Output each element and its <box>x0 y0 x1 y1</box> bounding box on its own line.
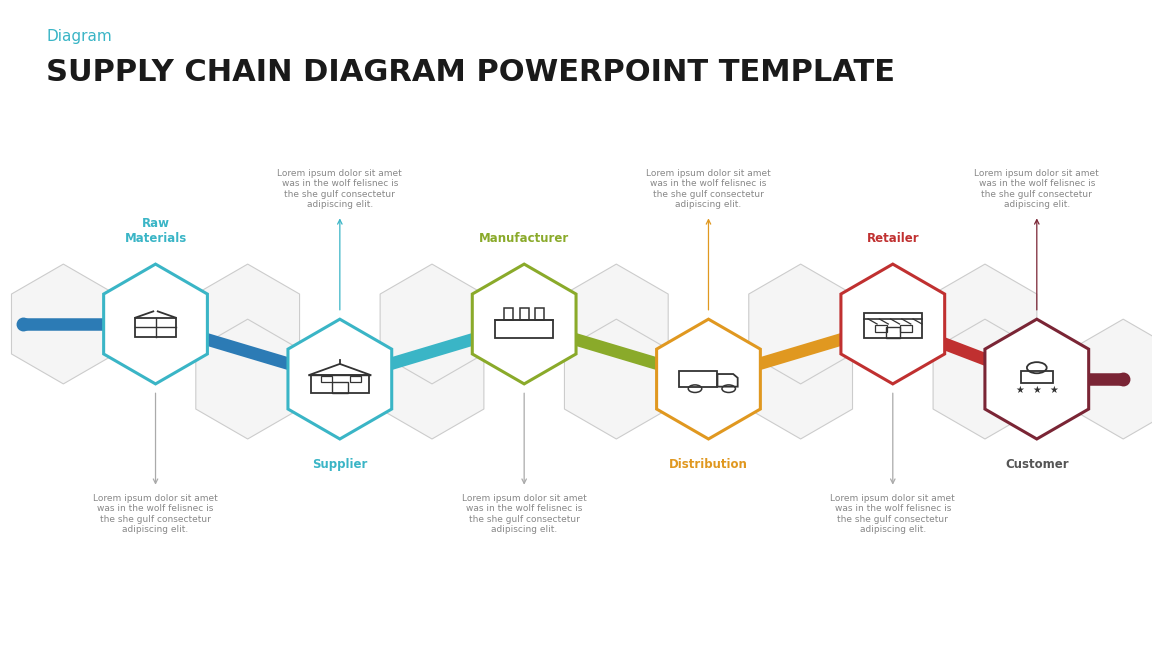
Bar <box>864 312 922 338</box>
Text: SUPPLY CHAIN DIAGRAM POWERPOINT TEMPLATE: SUPPLY CHAIN DIAGRAM POWERPOINT TEMPLATE <box>46 58 895 87</box>
Text: Manufacturer: Manufacturer <box>479 231 569 245</box>
Text: Supplier: Supplier <box>312 458 367 472</box>
Text: Lorem ipsum dolor sit amet
was in the wolf felisnec is
the she gulf consectetur
: Lorem ipsum dolor sit amet was in the wo… <box>975 169 1099 209</box>
Polygon shape <box>380 319 484 439</box>
Polygon shape <box>564 319 668 439</box>
Text: Retailer: Retailer <box>866 231 919 245</box>
Polygon shape <box>288 319 392 439</box>
Bar <box>874 325 887 332</box>
Bar <box>135 318 176 337</box>
Text: Raw
Materials: Raw Materials <box>124 216 187 245</box>
Polygon shape <box>933 264 1037 384</box>
Text: ★: ★ <box>1049 385 1059 395</box>
Bar <box>680 371 718 387</box>
Bar <box>1021 371 1053 383</box>
Polygon shape <box>933 319 1037 439</box>
Text: Lorem ipsum dolor sit amet
was in the wolf felisnec is
the she gulf consectetur
: Lorem ipsum dolor sit amet was in the wo… <box>462 494 586 534</box>
Bar <box>332 382 348 393</box>
Polygon shape <box>1071 319 1152 439</box>
Text: Lorem ipsum dolor sit amet
was in the wolf felisnec is
the she gulf consectetur
: Lorem ipsum dolor sit amet was in the wo… <box>831 494 955 534</box>
Text: Customer: Customer <box>1005 458 1069 472</box>
Text: Lorem ipsum dolor sit amet
was in the wolf felisnec is
the she gulf consectetur
: Lorem ipsum dolor sit amet was in the wo… <box>93 494 218 534</box>
Bar <box>886 327 900 338</box>
Text: Lorem ipsum dolor sit amet
was in the wolf felisnec is
the she gulf consectetur
: Lorem ipsum dolor sit amet was in the wo… <box>278 169 402 209</box>
Text: Diagram: Diagram <box>46 29 112 44</box>
Polygon shape <box>104 264 207 384</box>
Polygon shape <box>841 264 945 384</box>
Polygon shape <box>472 264 576 384</box>
Polygon shape <box>196 264 300 384</box>
Bar <box>520 308 529 320</box>
Polygon shape <box>12 264 115 384</box>
Bar <box>900 325 912 332</box>
Text: ★: ★ <box>1015 385 1024 395</box>
Text: Distribution: Distribution <box>669 458 748 472</box>
Bar <box>321 376 332 382</box>
Polygon shape <box>564 264 668 384</box>
Bar <box>350 376 361 382</box>
Bar <box>495 320 553 338</box>
Polygon shape <box>749 319 852 439</box>
Polygon shape <box>749 264 852 384</box>
Text: ★: ★ <box>1032 385 1041 395</box>
Text: Lorem ipsum dolor sit amet
was in the wolf felisnec is
the she gulf consectetur
: Lorem ipsum dolor sit amet was in the wo… <box>646 169 771 209</box>
Bar <box>311 375 369 393</box>
Bar <box>503 308 513 320</box>
Bar <box>536 308 545 320</box>
Polygon shape <box>985 319 1089 439</box>
Polygon shape <box>380 264 484 384</box>
Polygon shape <box>657 319 760 439</box>
Polygon shape <box>196 319 300 439</box>
